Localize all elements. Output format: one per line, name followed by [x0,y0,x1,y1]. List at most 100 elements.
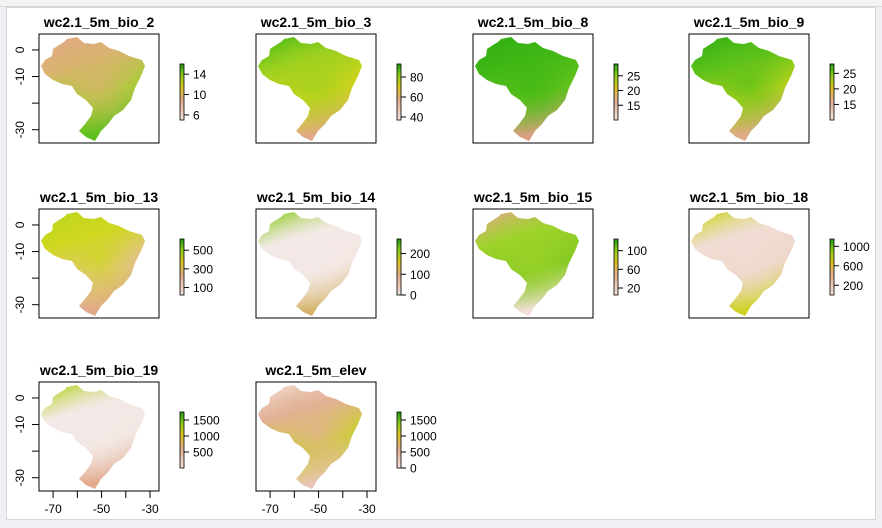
plot-area: wc2.1_5m_bio_2 6 10 14 0 -10 -30 wc2.1_5m_bio_3… [6,7,876,520]
y-axis: 0 -10 -30 [13,221,39,313]
y-axis-tick-label: -30 [13,121,27,139]
legend-tick-label: 40 [410,111,424,125]
panel-wc2-1_5m_bio_3: wc2.1_5m_bio_3 40 60 80 [255,14,424,144]
panel-frame [688,208,810,319]
legend-tick-label: 20 [843,82,857,96]
legend: 500 1000 1500 [179,411,220,469]
panel-wc2-1_5m_bio_13: wc2.1_5m_bio_13 100 300 500 0 -10 -30 [13,189,213,319]
legend-tick-label: 25 [843,67,857,81]
legend-colorbar [179,63,185,121]
legend-tick-label: 60 [410,91,424,105]
panel-frame [255,381,377,492]
panel-wc2-1_5m_bio_14: wc2.1_5m_bio_14 0 100 200 [255,189,430,319]
x-axis-tick-label: -70 [44,502,62,516]
legend-tick-label: 1000 [193,430,220,444]
panel-frame [38,381,160,492]
legend-tick-label: 600 [843,259,863,273]
y-axis-tick-label: -30 [13,296,27,314]
legend-tick-label: 0 [410,462,417,476]
y-axis-tick-label: 0 [13,46,27,53]
panel-frame [255,208,377,319]
raster-map [41,385,145,489]
panel-wc2-1_5m_bio_15: wc2.1_5m_bio_15 20 60 100 [472,189,647,319]
raster-fill-overlay [691,37,795,141]
legend-colorbar [179,411,185,469]
legend-tick-label: 80 [410,71,424,85]
legend-colorbar [396,238,402,296]
y-axis-tick-label: -10 [13,68,27,86]
x-axis-tick-label: -30 [358,502,376,516]
raster-map [41,37,145,141]
legend: 40 60 80 [396,63,424,125]
y-axis-tick-label: 0 [13,394,27,401]
legend-tick-label: 1000 [410,430,437,444]
panel-title: wc2.1_5m_bio_15 [473,189,593,205]
panel-title: wc2.1_5m_bio_14 [256,189,376,205]
raster-map [691,37,795,141]
raster-fill-overlay [258,212,362,316]
y-axis-tick-label: -10 [13,243,27,261]
legend-tick-label: 0 [410,289,417,303]
legend-tick-label: 6 [193,108,200,122]
legend-tick-label: 500 [193,244,213,258]
y-axis-tick-label: 0 [13,221,27,228]
panel-frame [472,33,594,144]
raster-fill-overlay [41,385,145,489]
x-axis-tick-label: -50 [310,502,328,516]
legend: 20 60 100 [613,238,647,296]
legend-tick-label: 200 [410,247,430,261]
legend: 0 500 1000 1500 [396,411,437,476]
legend-tick-label: 1500 [193,414,220,428]
raster-map [41,212,145,316]
legend-tick-label: 14 [193,68,207,82]
raster-fill-overlay [41,212,145,316]
legend-colorbar [829,238,835,296]
panel-title: wc2.1_5m_bio_2 [43,14,155,30]
legend-tick-label: 20 [627,84,641,98]
legend-colorbar [613,238,619,296]
panel-title: wc2.1_5m_bio_9 [693,14,805,30]
legend-tick-label: 500 [410,446,430,460]
panel-wc2-1_5m_bio_18: wc2.1_5m_bio_18 200 600 1000 [688,189,870,319]
legend-tick-label: 60 [627,263,641,277]
legend-colorbar [396,63,402,121]
x-axis-tick-label: -70 [261,502,279,516]
legend-tick-label: 500 [193,446,213,460]
y-axis: 0 -10 -30 [13,46,39,138]
panel-frame [688,33,810,144]
toolbar [0,0,882,7]
legend: 200 600 1000 [829,238,870,296]
panel-title: wc2.1_5m_bio_18 [689,189,809,205]
raster-panel-grid: wc2.1_5m_bio_2 6 10 14 0 -10 -30 wc2.1_5m_bio_3… [13,14,870,516]
panel-wc2-1_5m_elev: wc2.1_5m_elev 0 500 1000 1500 -70 -50 -30 [255,362,437,516]
legend-tick-label: 10 [193,88,207,102]
legend-tick-label: 1000 [843,240,870,254]
panel-title: wc2.1_5m_bio_8 [477,14,589,30]
legend-tick-label: 100 [193,281,213,295]
legend-tick-label: 20 [627,282,641,296]
y-axis-tick-label: -10 [13,416,27,434]
legend-tick-label: 15 [843,98,857,112]
legend-colorbar [179,238,185,296]
raster-map [258,385,362,489]
panel-title: wc2.1_5m_bio_3 [260,14,372,30]
legend: 6 10 14 [179,63,207,122]
legend-tick-label: 25 [627,69,641,83]
legend-tick-label: 300 [193,262,213,276]
legend-tick-label: 200 [843,279,863,293]
legend-tick-label: 1500 [410,414,437,428]
legend: 0 100 200 [396,238,430,303]
raster-fill-overlay [258,385,362,489]
legend-colorbar [396,411,402,469]
y-axis-tick-label: -30 [13,469,27,487]
raster-map [258,37,362,141]
raster-map [691,212,795,316]
raster-fill-overlay [691,212,795,316]
x-axis-tick-label: -30 [141,502,159,516]
legend-tick-label: 15 [627,99,641,113]
